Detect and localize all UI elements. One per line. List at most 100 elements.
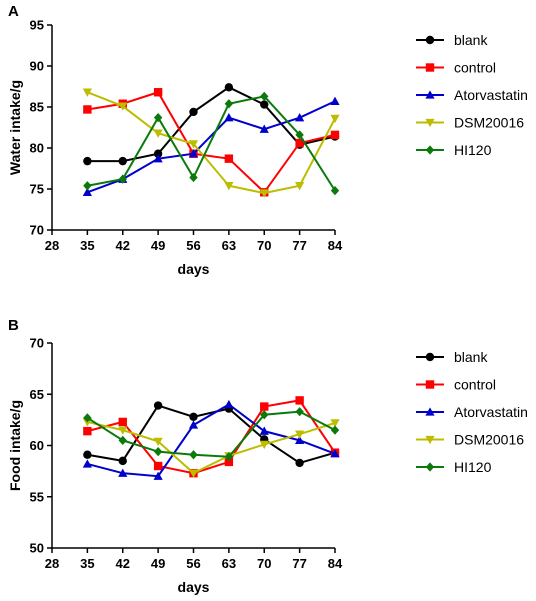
legend-item: control [416, 60, 496, 76]
legend-label: DSM20016 [454, 115, 524, 131]
y-tick-label: 65 [30, 387, 44, 402]
data-point [82, 187, 92, 196]
legend-item: blank [416, 349, 488, 365]
legend-label: blank [454, 32, 488, 48]
legend-item: DSM20016 [416, 115, 524, 131]
x-tick-label: 63 [222, 238, 236, 253]
data-point [259, 124, 269, 133]
data-point [295, 130, 304, 140]
series-line [87, 95, 336, 192]
legend-label: Atorvastatin [454, 404, 528, 420]
data-point [153, 154, 163, 163]
legend: blank control Atorvastatin DSM20016 HI120 [416, 32, 528, 158]
series-line [87, 91, 336, 195]
series-line [87, 420, 336, 475]
y-tick-label: 95 [30, 18, 44, 33]
data-point [260, 91, 269, 101]
legend-item: HI120 [416, 142, 492, 158]
legend-marker [425, 118, 435, 128]
data-point [224, 182, 234, 191]
legend-marker [425, 407, 435, 416]
data-point [259, 440, 269, 450]
legend-marker [425, 380, 435, 389]
data-point [188, 149, 199, 158]
data-point [189, 172, 198, 183]
data-point [153, 401, 163, 410]
legend-item: Atorvastatin [416, 404, 528, 420]
data-point [118, 102, 128, 111]
data-point [82, 459, 92, 468]
y-tick-label: 70 [30, 336, 44, 351]
data-point [118, 435, 127, 445]
data-point [83, 413, 92, 423]
series-line [87, 403, 336, 478]
data-point [295, 435, 305, 445]
y-tick-label: 70 [30, 223, 44, 238]
x-tick-label: 77 [292, 238, 306, 253]
data-point [259, 426, 269, 435]
legend-marker [425, 63, 435, 72]
data-point [83, 426, 92, 436]
data-point [83, 181, 92, 191]
data-point [188, 469, 199, 478]
x-tick-label: 70 [257, 556, 271, 571]
data-point [83, 156, 92, 166]
data-point [224, 154, 234, 163]
data-point [260, 402, 269, 411]
data-point [118, 417, 127, 427]
legend-marker [425, 435, 435, 445]
y-tick-label: 55 [30, 489, 44, 504]
legend-marker [425, 462, 435, 472]
series-line [87, 91, 336, 194]
legend-label: control [454, 60, 496, 76]
series-atorvastatin [82, 399, 340, 480]
x-tick-label: 42 [116, 238, 130, 253]
panel-letter: A [8, 3, 19, 20]
data-point [82, 88, 92, 97]
data-point [188, 140, 199, 149]
series-blank [83, 83, 340, 166]
data-point [224, 99, 234, 109]
y-tick-label: 80 [30, 141, 44, 156]
x-axis-title: days [178, 261, 210, 277]
series-dsm20016 [82, 418, 340, 478]
data-point [153, 149, 163, 158]
data-point [260, 100, 269, 109]
series-dsm20016 [82, 88, 340, 198]
data-point [118, 468, 128, 477]
data-point [153, 129, 163, 138]
y-tick-label: 90 [30, 59, 44, 74]
legend-item: DSM20016 [416, 432, 524, 448]
series-line [87, 399, 336, 475]
legend-label: control [454, 377, 496, 393]
y-axis-title: Water intake/g [7, 80, 23, 175]
legend-marker [425, 352, 435, 362]
legend-item: Atorvastatin [416, 87, 528, 103]
data-point [118, 174, 127, 184]
series-line [86, 410, 336, 458]
x-tick-label: 56 [186, 556, 200, 571]
panel-b: B 50 55 60 65 70 28 35 42 49 56 63 70 77 84 days Food in… [7, 317, 528, 595]
x-tick-label: 84 [328, 556, 343, 571]
data-point [118, 156, 127, 166]
series-atorvastatin [82, 96, 340, 196]
x-axis-title: days [178, 579, 210, 595]
data-point [330, 425, 340, 435]
data-point [295, 138, 304, 148]
series-line [87, 86, 336, 163]
data-point [118, 456, 127, 466]
series-line [87, 404, 336, 465]
data-point [153, 88, 163, 97]
x-tick-label: 56 [186, 238, 200, 253]
data-point [259, 189, 269, 198]
data-point [153, 471, 163, 480]
data-point [153, 461, 163, 471]
data-point [330, 419, 340, 428]
x-tick-label: 35 [80, 556, 94, 571]
x-tick-label: 49 [151, 238, 165, 253]
data-point [118, 426, 128, 435]
x-tick-label: 84 [328, 238, 343, 253]
x-tick-label: 28 [45, 556, 59, 571]
x-tick-label: 70 [257, 238, 271, 253]
